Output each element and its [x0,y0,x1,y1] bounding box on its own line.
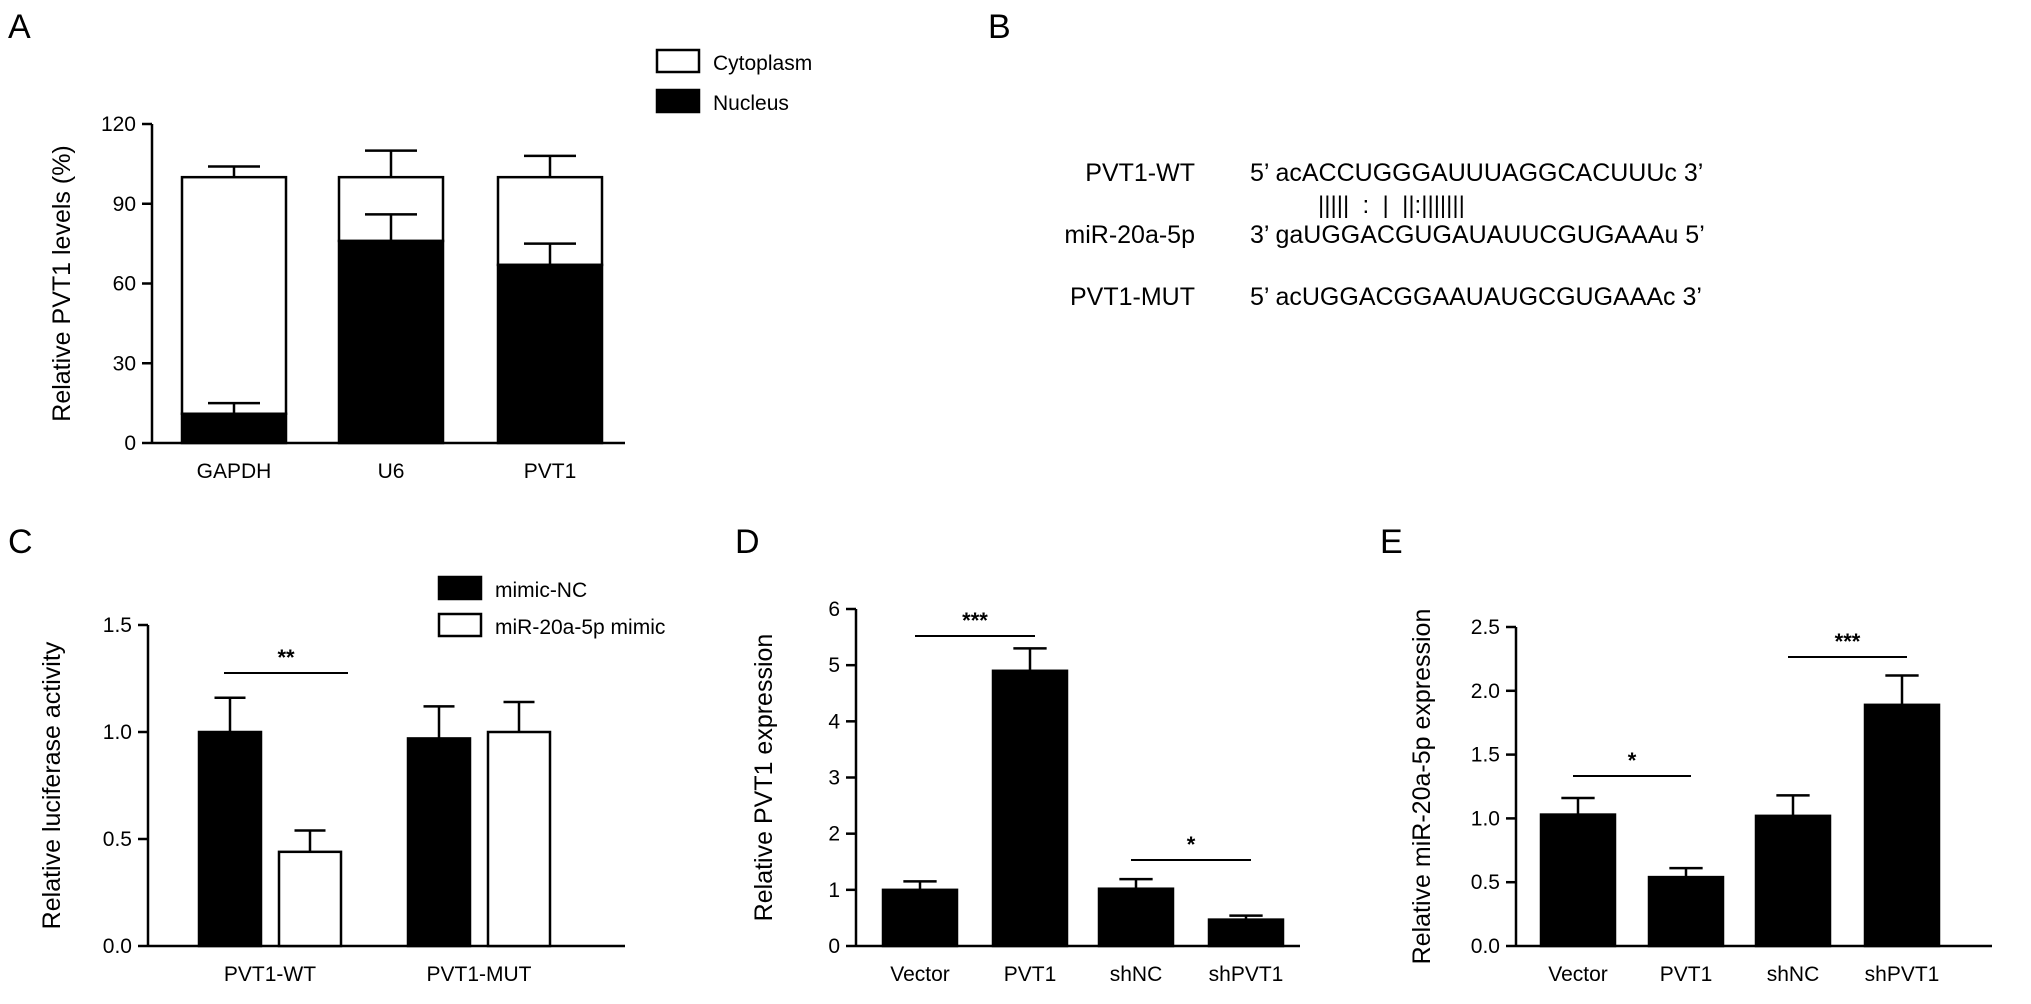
bar-nucleus [496,263,604,445]
y-tick-label: 0 [828,935,840,958]
y-tick-label: 2.0 [1471,680,1500,703]
y-axis-title: Relative PVT1 expression [750,634,778,922]
legend-swatch-mir-20a-5p-mimic [437,612,483,638]
panel-letter-c: C [8,523,33,561]
seq-pairing-marks: ||||| : | ||:||||||| [1318,192,1465,219]
bar-shnc [1754,814,1832,948]
y-tick-label: 0.0 [103,935,132,958]
bar-vector [881,888,959,948]
bar-pvt1 [1647,875,1725,948]
bar-vector [1539,813,1617,948]
panel-letter-e: E [1380,523,1403,561]
bar-mir-20a-5p-mimic [486,730,552,948]
x-category-label: shPVT1 [1209,963,1284,986]
y-tick-label: 1.5 [1471,744,1500,767]
legend-label-nucleus: Nucleus [713,92,789,115]
x-category-label: PVT1 [524,460,577,483]
y-tick-label: 0.5 [103,828,132,851]
legend-swatch-mimic-nc [437,575,483,601]
x-category-label: PVT1 [1660,963,1713,986]
bar-shnc [1097,887,1175,948]
chart-d: 0 1 2 3 4 5 6 Relative PVT1 expression Vector PVT… [750,598,1300,986]
legend-label-cytoplasm: Cytoplasm [713,52,812,75]
bar-nucleus [337,239,445,445]
bar-mir-20a-5p-mimic [277,850,343,948]
y-tick-label: 1.0 [1471,807,1500,830]
y-tick-label: 6 [828,598,840,621]
x-category-label: GAPDH [197,460,272,483]
seq-row-sequence-mir: 3’ gaUGGACGUGAUAUUCGUGAAAu 5’ [1250,221,1705,249]
bar-shpvt1 [1863,703,1941,948]
x-category-label: PVT1 [1004,963,1057,986]
y-tick-label: 0.5 [1471,871,1500,894]
seq-row-label-mut: PVT1-MUT [1070,283,1195,311]
chart-a: 0 30 60 90 120 Relative PVT1 levels (%) GAPDH U… [48,48,812,483]
significance-label: * [1628,748,1637,773]
bar-mimic-nc [406,737,472,948]
legend-swatch-nucleus [655,88,701,114]
panel-letter-d: D [735,523,760,561]
y-tick-label: 0.0 [1471,935,1500,958]
y-tick-label: 60 [113,273,136,296]
y-tick-label: 3 [828,767,840,790]
y-axis-title: Relative PVT1 levels (%) [48,145,76,421]
seq-row-sequence-wt: 5’ acACCUGGGAUUUAGGCACUUUc 3’ [1250,159,1703,187]
y-tick-label: 2.5 [1471,616,1500,639]
y-tick-label: 2 [828,823,840,846]
legend-label-mimic-nc: mimic-NC [495,579,587,602]
x-category-label: shNC [1110,963,1163,986]
y-tick-label: 0 [124,432,136,455]
y-axis-title: Relative miR-20a-5p expression [1408,609,1436,965]
y-tick-label: 90 [113,193,136,216]
panel-letter-b: B [988,8,1011,46]
y-axis-title: Relative luciferase activity [38,641,66,929]
y-tick-label: 120 [101,113,136,136]
x-category-label: PVT1-WT [224,963,316,986]
legend-swatch-cytoplasm [655,48,701,74]
bar-nucleus [180,412,288,445]
bar-pvt1 [991,669,1069,948]
bar-mimic-nc [197,730,263,948]
significance-label: *** [962,608,988,633]
y-tick-label: 1 [828,879,840,902]
significance-label: *** [1835,629,1861,654]
seq-row-sequence-mut: 5’ acUGGACGGAAUAUGCGUGAAAc 3’ [1250,283,1702,311]
x-category-label: shPVT1 [1865,963,1940,986]
legend-label-mir-20a-5p-mimic: miR-20a-5p mimic [495,616,665,639]
x-category-label: Vector [1548,963,1608,986]
x-category-label: shNC [1767,963,1820,986]
y-tick-label: 1.5 [103,614,132,637]
y-tick-label: 5 [828,654,840,677]
chart-c: 0.0 0.5 1.0 1.5 Relative luciferase activity… [38,575,665,986]
chart-e: 0.0 0.5 1.0 1.5 2.0 2.5 Relative miR-20a-5p ex… [1408,609,1992,986]
significance-label: ** [277,645,295,670]
significance-label: * [1187,832,1196,857]
bar-cytoplasm [180,175,288,416]
sequence-alignment: PVT1-WT 5’ acACCUGGGAUUUAGGCACUUUc 3’ ||… [1064,159,1704,311]
seq-row-label-mir: miR-20a-5p [1064,221,1195,249]
bar-shpvt1 [1207,918,1285,948]
y-tick-label: 4 [828,710,840,733]
panel-letter-a: A [8,8,31,46]
x-category-label: U6 [378,460,405,483]
y-tick-label: 30 [113,352,136,375]
x-category-label: PVT1-MUT [427,963,532,986]
x-category-label: Vector [890,963,950,986]
seq-row-label-wt: PVT1-WT [1085,159,1195,187]
y-tick-label: 1.0 [103,721,132,744]
